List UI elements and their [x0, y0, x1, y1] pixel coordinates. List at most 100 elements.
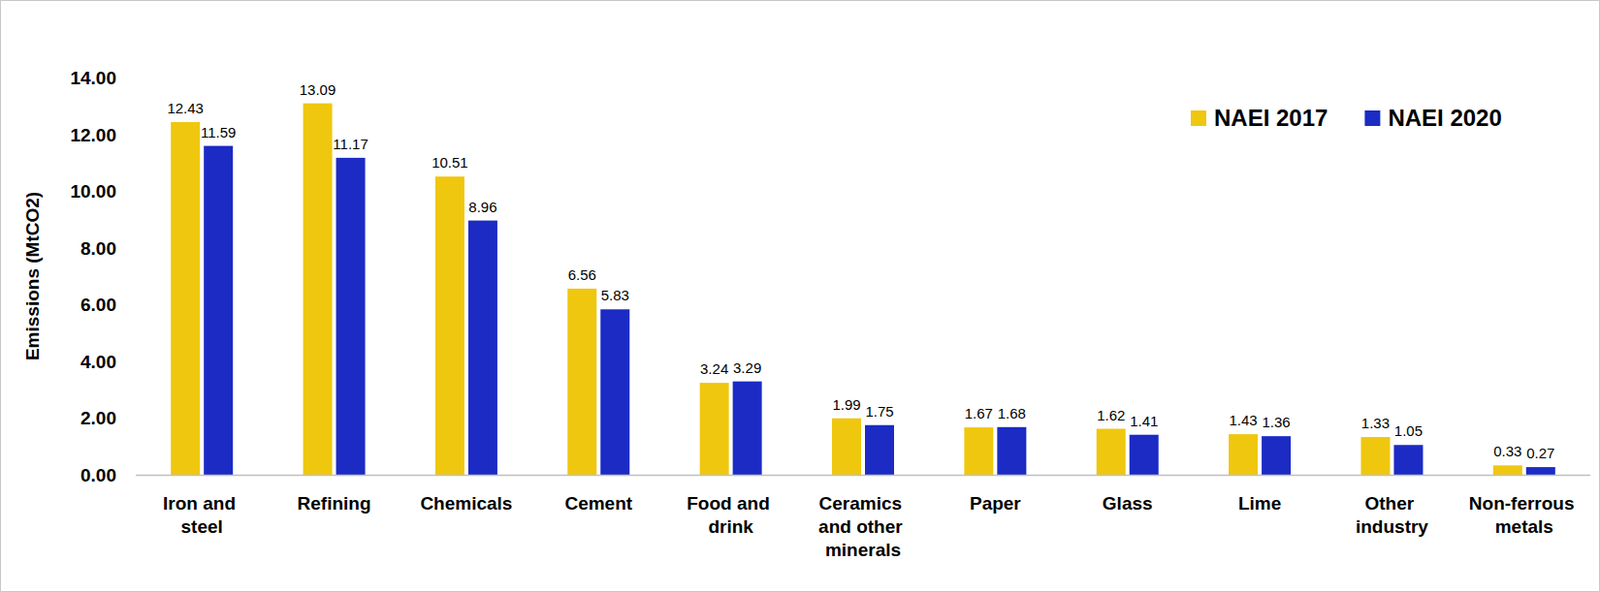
bar	[864, 425, 895, 476]
y-tick	[129, 360, 136, 362]
data-labels: 12.4313.0910.516.563.241.991.671.621.431…	[166, 81, 1555, 462]
bar	[963, 427, 993, 476]
data-label: 0.33	[1493, 443, 1522, 460]
y-tick-label: 4.00	[80, 352, 117, 373]
data-label: 1.43	[1228, 412, 1257, 429]
y-tick-label: 10.00	[69, 181, 117, 202]
x-tick-label: Refining	[297, 493, 372, 514]
y-tick	[129, 77, 136, 79]
x-tick-label: Iron and steel	[162, 493, 241, 538]
data-label: 1.67	[964, 405, 993, 422]
bar	[733, 382, 763, 476]
y-tick-label: 0.00	[80, 465, 117, 486]
x-tick-label: Cement	[564, 493, 633, 514]
frame	[0, 0, 1600, 592]
bar	[170, 122, 200, 476]
legend-swatch	[1190, 110, 1207, 127]
bar	[1096, 429, 1126, 476]
x-tick-label-line: Non-ferrous	[1469, 493, 1580, 514]
x-tick-label-line: steel	[181, 516, 224, 538]
x-tick-label-line: Other	[1364, 493, 1419, 514]
data-label: 1.68	[997, 405, 1026, 422]
data-label: 10.51	[431, 154, 469, 171]
bar	[1393, 445, 1423, 476]
bar	[1129, 435, 1159, 476]
y-ticks: 0.00 2.00 4.00 6.00 8.00 10.00 12.00 14.00	[69, 67, 136, 486]
bar	[567, 288, 597, 476]
data-label: 1.05	[1394, 422, 1423, 440]
legend-swatch	[1364, 110, 1380, 127]
data-label: 1.36	[1261, 414, 1290, 431]
y-tick-label: 2.00	[80, 408, 117, 429]
x-tick-label: Non-ferrous metals	[1469, 493, 1580, 538]
y-axis-label: Emissions (MtCO2)	[22, 192, 43, 361]
x-tick-label: Glass	[1102, 493, 1153, 514]
bar	[435, 176, 465, 476]
y-tick	[129, 133, 136, 135]
x-tick-label-line: and other	[818, 516, 908, 538]
x-tick-label: Food and drink	[686, 493, 775, 538]
y-tick	[129, 247, 136, 249]
x-tick-label-line: metals	[1495, 516, 1554, 538]
data-label: 11.59	[200, 124, 236, 141]
bar	[600, 309, 630, 476]
bar	[336, 158, 366, 476]
data-label: 0.27	[1526, 445, 1555, 462]
data-label: 1.41	[1129, 413, 1158, 430]
data-label: 1.99	[832, 396, 861, 414]
data-label: 13.09	[299, 81, 337, 98]
data-label: 11.17	[332, 135, 368, 153]
x-tick-label: Lime	[1238, 493, 1281, 514]
y-tick	[129, 191, 136, 192]
bar	[468, 221, 498, 476]
x-tick-label-line: Cement	[564, 493, 633, 514]
data-label: 1.33	[1361, 415, 1390, 432]
legend-label: NAEI 2017	[1214, 104, 1328, 131]
x-tick-label: Ceramics and other minerals	[818, 493, 908, 561]
bars	[170, 103, 1556, 476]
x-tick-label-line: Refining	[297, 493, 372, 514]
x-tick-label: Chemicals	[419, 493, 512, 514]
bar	[1526, 467, 1556, 476]
x-tick-label-line: industry	[1355, 516, 1429, 538]
data-label: 1.75	[864, 403, 894, 420]
x-tick-label: Other industry	[1355, 493, 1429, 538]
bar	[832, 418, 862, 476]
data-label: 1.62	[1096, 407, 1125, 424]
y-tick-label: 14.00	[69, 67, 117, 89]
bar	[996, 427, 1026, 476]
bar	[203, 146, 233, 476]
x-tick-label-line: Iron and	[162, 493, 241, 514]
bar	[1261, 436, 1291, 476]
x-tick-label-line: Paper	[969, 493, 1022, 514]
data-label: 5.83	[601, 287, 630, 304]
y-tick-label: 12.00	[69, 125, 117, 146]
y-tick	[129, 475, 136, 477]
data-label: 12.43	[166, 99, 204, 117]
y-tick	[129, 304, 136, 306]
y-tick-label: 8.00	[80, 238, 117, 259]
data-label: 3.29	[733, 359, 762, 377]
bar	[1228, 434, 1258, 476]
x-tick-labels: Iron and steel Refining Chemicals Cement Foo…	[162, 493, 1580, 561]
x-tick-label-line: drink	[707, 516, 754, 538]
data-label: 8.96	[468, 198, 497, 216]
x-tick-label: Paper	[969, 493, 1022, 514]
y-tick-label: 6.00	[80, 294, 117, 316]
x-tick-label-line: Chemicals	[419, 493, 512, 514]
x-tick-label-line: Ceramics	[819, 493, 908, 514]
data-label: 6.56	[568, 266, 597, 284]
x-tick-label-line: Lime	[1238, 493, 1281, 514]
x-tick-label-line: minerals	[825, 540, 901, 561]
x-tick-label-line: Food and	[686, 493, 775, 514]
legend: NAEI 2017 NAEI 2020	[1190, 104, 1503, 131]
x-tick-label-line: Glass	[1102, 493, 1153, 514]
legend-label: NAEI 2020	[1387, 104, 1502, 131]
bar	[700, 383, 730, 476]
bar	[1493, 465, 1523, 476]
bar	[1360, 437, 1390, 476]
x-axis-line	[135, 475, 1591, 478]
data-label: 3.24	[700, 360, 729, 378]
y-tick	[129, 417, 136, 419]
bar	[303, 103, 333, 476]
